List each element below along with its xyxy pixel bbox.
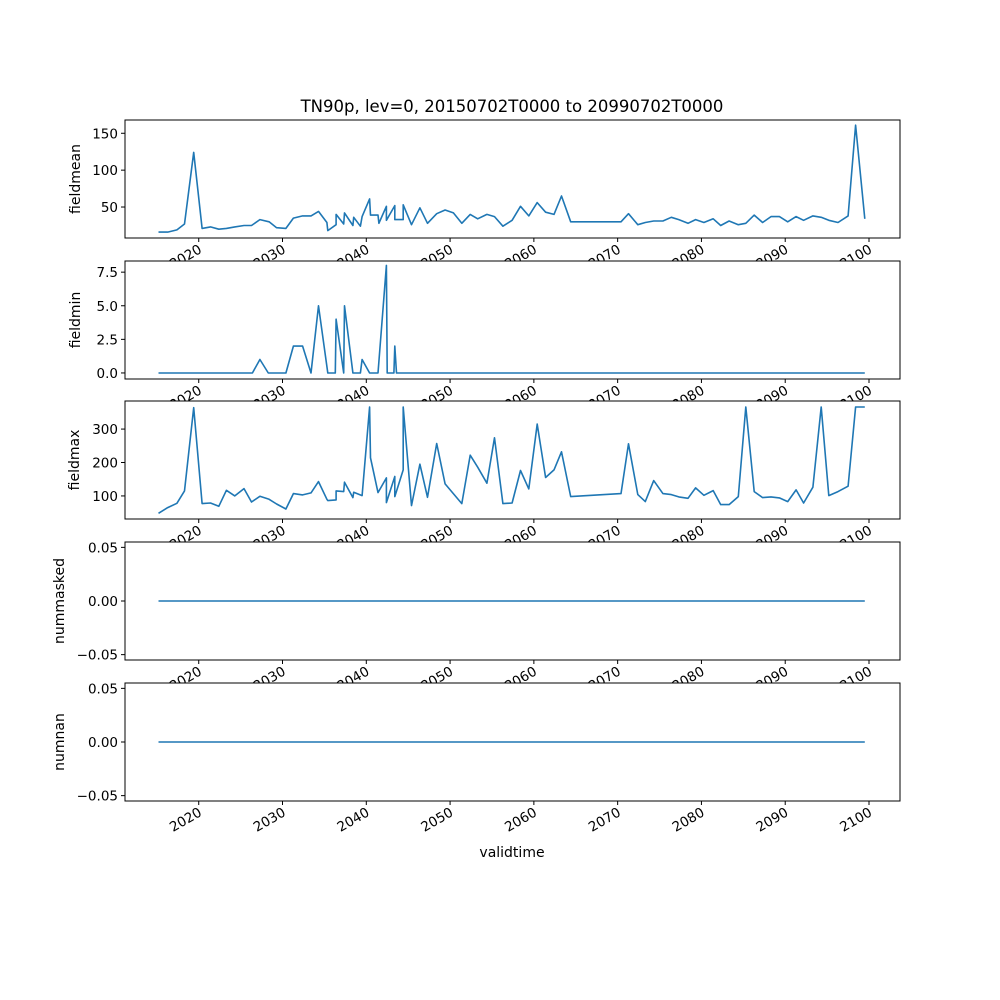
y-tick-label: 0.05 [88, 540, 118, 556]
y-axis-label: nummasked [52, 558, 68, 644]
y-tick-label: 5.0 [97, 299, 118, 315]
y-tick-label: 300 [92, 422, 118, 438]
axes-background [125, 261, 900, 379]
y-tick-label: 0.00 [88, 594, 118, 610]
y-tick-label: 50 [101, 200, 118, 216]
y-tick-label: 0.00 [88, 735, 118, 751]
y-tick-label: 2.5 [97, 332, 118, 348]
chart-title: TN90p, lev=0, 20150702T0000 to 20990702T… [300, 97, 724, 116]
axes-frame [124, 400, 901, 520]
y-axis-label: fieldmin [68, 292, 84, 349]
y-axis-label: numnan [52, 713, 68, 771]
y-tick-label: 100 [92, 489, 118, 505]
axes-frame [124, 260, 901, 380]
y-axis-label: fieldmean [68, 144, 84, 214]
y-tick-label: 100 [92, 163, 118, 179]
y-axis-label: fieldmax [67, 430, 83, 491]
y-tick-label: 0.05 [88, 681, 118, 697]
y-tick-label: 150 [92, 126, 118, 142]
y-tick-label: −0.05 [77, 648, 118, 664]
y-tick-label: 200 [92, 456, 118, 472]
y-tick-label: 0.0 [97, 366, 118, 382]
y-tick-label: 7.5 [97, 265, 118, 281]
x-axis-label: validtime [479, 845, 544, 861]
y-tick-label: −0.05 [77, 789, 118, 805]
series-line-fieldmean [158, 124, 866, 233]
axes-frame [124, 119, 901, 239]
